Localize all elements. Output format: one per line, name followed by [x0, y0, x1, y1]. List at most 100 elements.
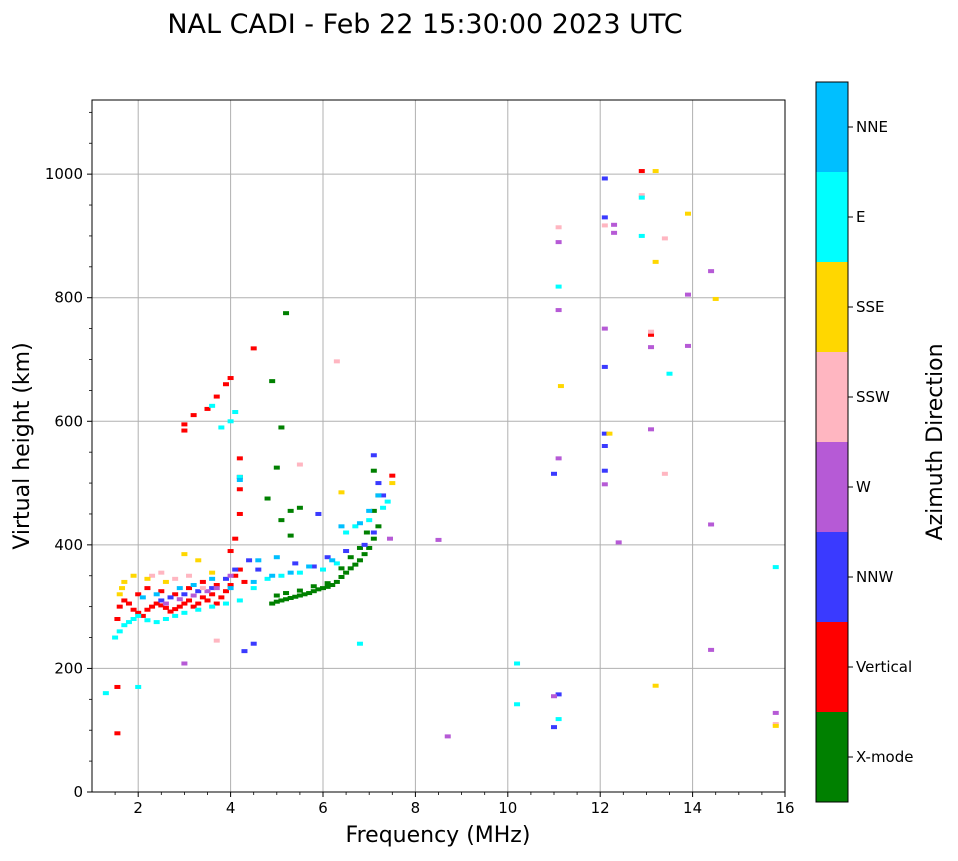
data-point	[144, 618, 151, 623]
plot-frame	[91, 99, 786, 793]
y-tick-label: 200	[54, 659, 83, 677]
data-point	[352, 524, 359, 529]
data-point	[324, 581, 331, 586]
data-point	[638, 195, 645, 200]
data-point	[296, 593, 303, 598]
data-point	[514, 661, 521, 666]
colorbar-segment	[816, 262, 848, 352]
x-tick-label: 10	[498, 799, 517, 817]
data-point	[199, 595, 206, 600]
data-point	[153, 620, 160, 625]
data-point	[222, 601, 229, 606]
data-point	[209, 570, 216, 575]
colorbar-segment	[816, 82, 848, 172]
data-point	[199, 586, 206, 591]
y-tick-label: 600	[54, 412, 83, 430]
x-axis-ticks: 2 4 6 8 10 12 14 16	[114, 792, 795, 817]
y-tick-label: 800	[54, 289, 83, 307]
data-point	[611, 222, 618, 227]
data-point	[648, 345, 655, 350]
data-point	[158, 598, 165, 603]
data-point	[181, 552, 188, 557]
data-point	[320, 567, 326, 572]
data-point	[638, 169, 645, 174]
data-point	[264, 496, 271, 501]
data-point	[601, 223, 608, 228]
data-point	[144, 576, 151, 581]
data-point	[162, 579, 169, 584]
x-tick-label: 12	[591, 799, 610, 817]
y-tick-label: 0	[73, 783, 83, 801]
data-point	[684, 292, 691, 297]
data-point	[666, 371, 673, 376]
data-point	[273, 555, 280, 560]
data-point	[222, 382, 229, 387]
colorbar-tick-label: SSE	[856, 298, 885, 316]
data-point	[121, 623, 128, 628]
data-point	[343, 530, 350, 535]
data-point	[772, 710, 779, 715]
data-point	[324, 584, 331, 589]
data-point	[162, 617, 169, 621]
data-point	[652, 169, 659, 174]
data-point	[209, 592, 216, 597]
data-point	[116, 604, 123, 609]
data-point	[181, 422, 188, 427]
data-point	[172, 576, 179, 581]
data-point	[213, 638, 220, 643]
data-point	[389, 481, 396, 486]
data-point	[121, 598, 128, 603]
data-point	[190, 604, 197, 609]
data-point	[190, 413, 197, 418]
data-point	[278, 518, 285, 523]
colorbar: X-mode Vertical NNW W SSW SSE E NNE	[815, 81, 913, 803]
data-point	[199, 579, 206, 584]
data-point	[551, 471, 557, 476]
data-point	[213, 583, 220, 588]
x-tick-label: 4	[226, 799, 236, 817]
colorbar-segment	[816, 712, 848, 802]
data-point	[366, 518, 373, 523]
data-point	[555, 456, 562, 461]
data-point	[135, 592, 142, 597]
data-point	[366, 508, 373, 513]
data-point	[306, 591, 313, 596]
data-point	[601, 468, 608, 473]
x-tick-label: 8	[411, 799, 421, 817]
data-point	[204, 589, 211, 594]
data-point	[102, 691, 109, 696]
data-point	[236, 511, 243, 516]
data-point	[712, 296, 719, 301]
x-axis-label: Frequency (MHz)	[346, 823, 531, 848]
data-point	[375, 524, 382, 529]
data-point	[232, 410, 239, 415]
data-point	[227, 376, 234, 381]
data-point	[209, 586, 216, 591]
data-point	[652, 259, 659, 264]
data-point	[296, 570, 303, 575]
data-point	[356, 545, 363, 550]
data-point	[264, 576, 271, 581]
data-point	[389, 473, 396, 478]
data-point	[241, 649, 248, 654]
data-point	[269, 379, 276, 384]
data-point	[601, 215, 608, 220]
data-point	[149, 604, 156, 609]
data-point	[167, 595, 174, 600]
data-point	[186, 598, 193, 603]
data-point	[708, 269, 715, 274]
data-point	[227, 573, 234, 578]
data-point	[278, 598, 285, 603]
data-point	[435, 537, 442, 542]
data-point	[167, 609, 174, 614]
data-point	[246, 558, 253, 563]
data-point	[310, 589, 317, 594]
data-point	[338, 566, 345, 571]
data-point	[601, 364, 608, 369]
data-point	[130, 617, 137, 621]
data-point	[514, 702, 521, 707]
data-point	[375, 493, 382, 498]
data-point	[114, 731, 121, 736]
